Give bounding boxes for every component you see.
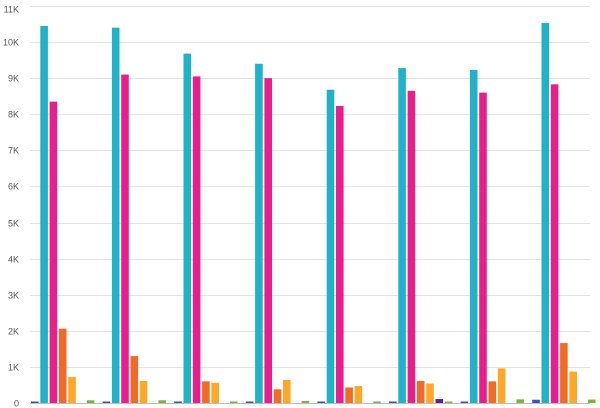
bar-group	[389, 68, 453, 404]
bar[interactable]	[407, 90, 416, 403]
bar[interactable]	[426, 383, 434, 403]
bar[interactable]	[398, 68, 406, 403]
bar[interactable]	[497, 368, 506, 403]
bar[interactable]	[317, 401, 325, 404]
bar[interactable]	[31, 401, 39, 404]
y-tick-label: 4K	[8, 255, 19, 265]
bar-group	[245, 63, 310, 404]
y-tick-label: 8K	[8, 110, 19, 120]
bar[interactable]	[255, 63, 263, 403]
y-tick-label: 10K	[3, 38, 19, 48]
y-tick-label: 2K	[8, 327, 19, 337]
bar[interactable]	[183, 53, 192, 403]
bar[interactable]	[469, 69, 478, 403]
bar[interactable]	[569, 371, 577, 403]
bar[interactable]	[560, 343, 568, 403]
y-tick-label: 9K	[8, 74, 19, 84]
bar-group	[460, 69, 524, 404]
bar-group	[31, 25, 95, 404]
bar-group	[532, 22, 596, 404]
y-tick-label: 6K	[8, 182, 19, 192]
y-axis-tick-labels: 0 1K 2K 3K 4K 5K 6K 7K 8K 9K 10K 11K	[3, 5, 19, 408]
bar[interactable]	[245, 401, 254, 404]
bar[interactable]	[373, 401, 381, 404]
bar[interactable]	[130, 356, 139, 403]
bar[interactable]	[111, 27, 120, 404]
bar[interactable]	[202, 381, 210, 403]
bar[interactable]	[389, 401, 397, 404]
bar[interactable]	[192, 76, 201, 403]
bar[interactable]	[230, 401, 238, 404]
y-tick-label: 11K	[4, 5, 19, 15]
bar[interactable]	[550, 84, 559, 403]
bar[interactable]	[444, 401, 453, 404]
y-tick-label: 3K	[8, 291, 19, 301]
bar[interactable]	[516, 399, 524, 403]
bar[interactable]	[532, 399, 540, 403]
y-tick-label: 1K	[8, 363, 19, 373]
bar[interactable]	[58, 328, 67, 403]
bar[interactable]	[264, 78, 272, 404]
bar[interactable]	[416, 380, 425, 403]
bar[interactable]	[354, 386, 363, 403]
bar[interactable]	[139, 380, 148, 403]
bar[interactable]	[121, 74, 129, 403]
bar[interactable]	[68, 377, 76, 403]
bar-group	[174, 53, 238, 404]
bar-group	[102, 27, 166, 404]
bar[interactable]	[174, 401, 182, 404]
bar[interactable]	[460, 401, 469, 404]
bar[interactable]	[283, 379, 291, 403]
bar-group	[317, 89, 381, 404]
bar[interactable]	[326, 89, 335, 403]
bar[interactable]	[488, 381, 497, 403]
y-tick-label: 0	[14, 399, 19, 408]
bar[interactable]	[435, 399, 444, 403]
bar[interactable]	[301, 401, 310, 403]
bar[interactable]	[49, 101, 58, 403]
bar[interactable]	[588, 399, 596, 403]
bar[interactable]	[273, 389, 282, 403]
bar[interactable]	[211, 382, 219, 403]
bar[interactable]	[541, 22, 550, 404]
bar[interactable]	[40, 25, 48, 403]
bar[interactable]	[102, 401, 111, 404]
bar[interactable]	[479, 92, 487, 404]
y-tick-label: 7K	[8, 146, 19, 156]
bar[interactable]	[86, 400, 95, 403]
bar[interactable]	[158, 400, 166, 403]
y-tick-label: 5K	[8, 219, 19, 229]
bars	[31, 22, 596, 404]
bar[interactable]	[336, 105, 344, 403]
bar[interactable]	[345, 387, 353, 403]
